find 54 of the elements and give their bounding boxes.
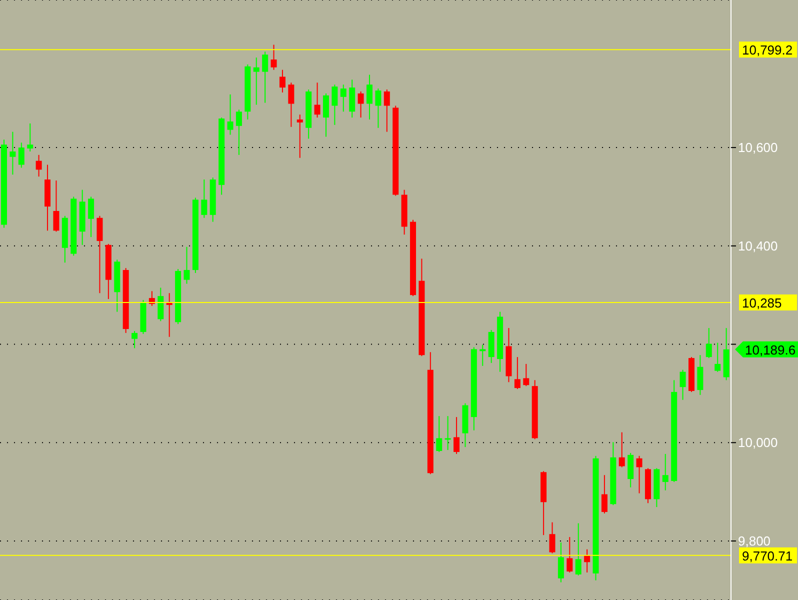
candlestick	[662, 453, 668, 491]
ref-line-label: 10,799.2	[742, 42, 793, 58]
candlestick	[201, 179, 208, 218]
ref-line-label: 9,770.71	[742, 548, 793, 564]
y-tick-label: 10,400	[738, 238, 778, 254]
candlestick	[166, 292, 172, 338]
candlestick	[480, 344, 486, 366]
candlestick	[27, 122, 34, 152]
candlestick	[697, 354, 704, 396]
candlestick	[88, 196, 94, 238]
candlestick	[558, 542, 564, 583]
candlestick	[454, 416, 460, 454]
candlestick	[366, 74, 372, 120]
candlestick	[384, 89, 390, 132]
candlestick	[601, 474, 608, 514]
candlestick	[375, 88, 382, 128]
candlestick	[96, 215, 103, 294]
candlestick	[332, 84, 338, 126]
candlestick	[680, 369, 686, 400]
candlestick	[358, 90, 364, 118]
text: 10,189.6	[745, 342, 796, 358]
candlestick	[523, 363, 530, 387]
candlestick	[444, 416, 451, 450]
candlestick	[549, 522, 556, 554]
candlestick	[253, 57, 260, 106]
candlestick	[53, 180, 60, 232]
y-tick-label: 9,800	[738, 534, 771, 549]
ref-line-label: 10,285	[742, 295, 782, 310]
y-tick-label: 10,600	[738, 140, 778, 156]
candlestick	[436, 416, 442, 452]
y-tick-label: 10,000	[738, 435, 778, 450]
candlestick	[262, 51, 268, 104]
candlestick	[714, 342, 721, 372]
candlestick	[340, 84, 346, 112]
candlestick	[288, 82, 294, 128]
candlestick	[296, 114, 303, 158]
candlestick	[158, 287, 164, 322]
candlestick	[314, 82, 320, 118]
candlestick	[514, 356, 520, 390]
candlestick	[566, 536, 573, 573]
candlestick	[132, 330, 138, 349]
candlestick	[706, 328, 712, 359]
candlestick	[10, 131, 16, 176]
candlestick	[184, 246, 190, 284]
candlestick	[279, 69, 286, 93]
candlestick	[618, 432, 625, 468]
candlestick	[575, 522, 582, 576]
candlestick	[636, 455, 642, 494]
candlestick	[18, 142, 24, 168]
candlestick	[270, 44, 277, 70]
candlestick	[36, 154, 42, 178]
candlestick	[236, 109, 242, 156]
candlestick	[322, 92, 329, 138]
candlestick	[227, 94, 234, 136]
